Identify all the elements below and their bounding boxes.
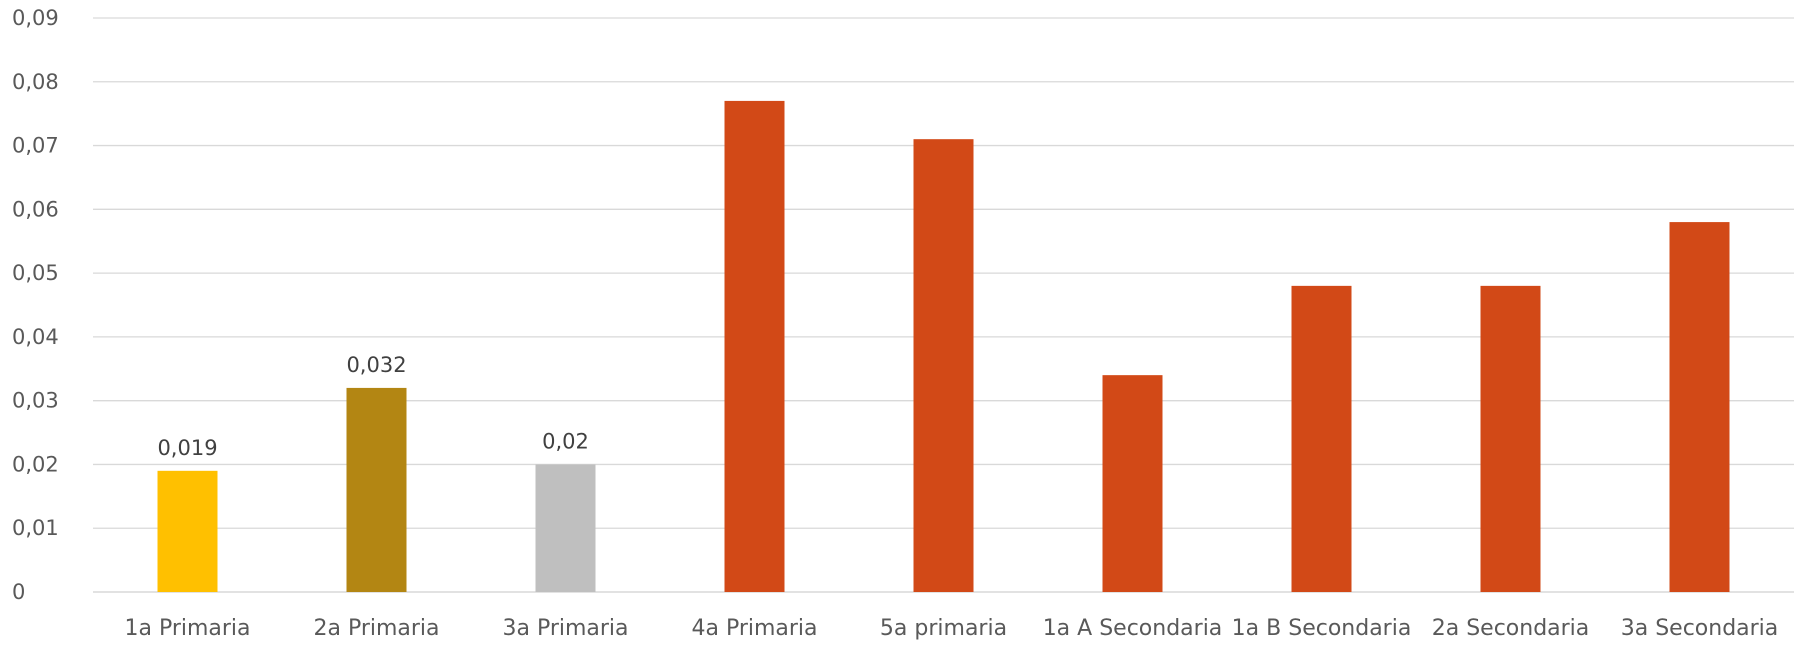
bar-1 [346,387,407,592]
y-axis-ticks: 0 0,01 0,02 0,03 0,04 0,05 0,06 0,07 0,08 0,09 [12,6,59,604]
category-label-0: 1a Primaria [124,616,250,641]
data-label-1: 0,032 [346,353,406,377]
bar-5 [1102,375,1163,592]
y-tick-label-1: 0,01 [12,516,59,540]
y-tick-label-3: 0,03 [12,389,59,413]
y-tick-label-9: 0,09 [12,6,59,30]
bar-8 [1669,222,1730,593]
bar-4 [913,139,974,592]
y-tick-label-0: 0 [12,580,25,604]
y-tick-label-7: 0,07 [12,134,59,158]
category-label-7: 2a Secondaria [1432,616,1590,641]
category-label-6: 1a B Secondaria [1232,616,1412,641]
x-axis-categories: 1a Primaria 2a Primaria 3a Primaria 4a Prim… [124,616,1778,641]
category-label-3: 4a Primaria [691,616,817,641]
y-tick-label-6: 0,06 [12,197,59,221]
y-tick-label-4: 0,04 [12,325,59,349]
category-label-5: 1a A Secondaria [1043,616,1223,641]
bar-7 [1480,285,1541,592]
y-tick-label-2: 0,02 [12,452,59,476]
category-label-4: 5a primaria [880,616,1007,641]
bars [157,100,1730,593]
y-tick-label-8: 0,08 [12,70,59,94]
bar-2 [535,464,596,592]
bar-0 [157,470,218,592]
y-tick-label-5: 0,05 [12,261,59,285]
category-label-1: 2a Primaria [313,616,439,641]
bar-6 [1291,285,1352,592]
data-label-2: 0,02 [542,429,589,453]
bar-3 [724,100,785,593]
data-label-0: 0,019 [157,436,217,460]
category-label-8: 3a Secondaria [1621,616,1779,641]
category-label-2: 3a Primaria [502,616,628,641]
data-labels: 0,019 0,032 0,02 [157,353,588,460]
